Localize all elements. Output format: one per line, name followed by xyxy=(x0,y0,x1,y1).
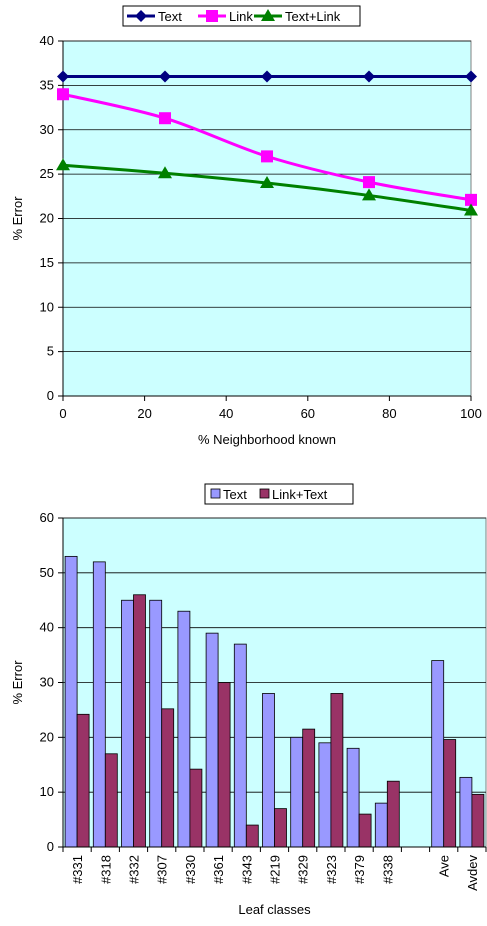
legend-label: Text xyxy=(158,9,182,24)
bar-link-text xyxy=(189,768,203,848)
y-tick-label: 20 xyxy=(40,729,54,744)
x-tick-label: 100 xyxy=(460,406,482,421)
y-tick-label: 5 xyxy=(47,344,54,359)
x-tick-label: 0 xyxy=(59,406,66,421)
x-tick-label: Ave xyxy=(437,855,452,877)
legend: Text Link Text+Link xyxy=(122,5,361,27)
x-tick-label: 40 xyxy=(219,406,233,421)
bar-link-text xyxy=(302,728,316,848)
x-tick-label: #330 xyxy=(183,855,198,884)
legend-swatch xyxy=(259,488,270,499)
data-point xyxy=(464,203,478,216)
data-point xyxy=(56,158,70,171)
legend-marker xyxy=(261,9,275,21)
bar-link-text xyxy=(104,753,118,848)
bar-link-text xyxy=(217,682,231,848)
bar-text xyxy=(121,599,134,848)
y-axis-label: % Error xyxy=(10,196,25,241)
y-tick-label: 60 xyxy=(40,510,54,525)
data-point xyxy=(159,70,171,83)
legend-marker xyxy=(206,10,218,22)
y-tick-label: 35 xyxy=(40,77,54,92)
bar-link-text xyxy=(358,813,372,848)
bar-text xyxy=(64,555,78,848)
bar-text xyxy=(177,610,191,848)
bar-link-text xyxy=(133,594,146,848)
y-tick-label: 20 xyxy=(40,211,54,226)
y-tick-label: 40 xyxy=(40,620,54,635)
legend-swatch xyxy=(210,488,221,499)
x-tick-label: #332 xyxy=(127,855,142,884)
x-tick-label: #329 xyxy=(296,855,311,884)
bar-chart: 0 10 20 30 40 50 60 #331 #318 #332 #307 #330 #361 #34… xyxy=(10,483,487,917)
x-tick-label: #338 xyxy=(380,855,395,884)
legend: Text Link+Text xyxy=(204,483,354,505)
bar-link-text xyxy=(330,693,344,848)
y-tick-label: 0 xyxy=(47,839,54,854)
x-tick-label: #323 xyxy=(324,855,339,884)
legend-label: Text xyxy=(223,487,247,502)
line-chart: 0 5 10 15 20 25 30 35 40 0 20 40 60 80 100 % Neighborho… xyxy=(10,5,482,447)
y-tick-label: 30 xyxy=(40,675,54,690)
bar-text xyxy=(205,632,219,848)
x-tick-label: #343 xyxy=(239,855,254,884)
data-point xyxy=(465,193,477,206)
bar-text xyxy=(374,802,388,848)
bar-text xyxy=(233,643,247,848)
data-point xyxy=(57,70,69,83)
legend-label: Link xyxy=(229,9,253,24)
data-point xyxy=(363,176,375,189)
y-tick-label: 0 xyxy=(47,388,54,403)
bar-text xyxy=(318,742,332,848)
data-point xyxy=(159,112,171,125)
bar-text xyxy=(431,660,445,848)
legend-box xyxy=(204,483,354,505)
bar-text xyxy=(92,561,106,848)
legend-marker xyxy=(135,10,147,22)
data-point xyxy=(261,70,273,83)
y-tick-label: 10 xyxy=(40,784,54,799)
legend-label: Text+Link xyxy=(285,9,341,24)
data-point xyxy=(261,150,273,163)
x-tick-label: 20 xyxy=(137,406,151,421)
y-axis-label: % Error xyxy=(10,660,25,705)
x-tick-label: 80 xyxy=(382,406,396,421)
bar-link-text xyxy=(76,713,90,848)
bar-text xyxy=(262,693,275,848)
data-point xyxy=(362,188,376,201)
x-tick-label: 60 xyxy=(301,406,315,421)
bar-text xyxy=(290,736,304,848)
x-axis-label: % Neighborhood known xyxy=(198,432,336,447)
y-tick-label: 40 xyxy=(40,33,54,48)
x-tick-label: #361 xyxy=(211,855,226,884)
data-point xyxy=(363,70,375,83)
legend-box xyxy=(122,5,361,27)
bar-link-text xyxy=(245,824,259,848)
y-tick-label: 25 xyxy=(40,166,54,181)
bar-link-text xyxy=(471,793,485,848)
y-tick-label: 10 xyxy=(40,299,54,314)
data-point xyxy=(465,70,477,83)
y-tick-label: 50 xyxy=(40,565,54,580)
legend-label: Link+Text xyxy=(272,487,328,502)
x-tick-label: #318 xyxy=(98,855,113,884)
bar-link-text xyxy=(386,780,400,848)
x-tick-label: #219 xyxy=(268,855,283,884)
bar-text xyxy=(346,747,360,848)
bar-text xyxy=(149,599,163,848)
bar-link-text xyxy=(161,708,175,848)
x-axis-label: Leaf classes xyxy=(238,902,311,917)
bar-text xyxy=(459,776,473,848)
data-point xyxy=(57,88,69,101)
x-tick-label: #379 xyxy=(352,855,367,884)
data-point xyxy=(158,166,172,179)
data-point xyxy=(260,176,274,188)
bar-link-text xyxy=(443,739,457,848)
x-tick-label: Avdev xyxy=(465,855,480,891)
x-tick-label: #331 xyxy=(70,855,85,884)
bar-link-text xyxy=(274,808,287,848)
x-tick-label: #307 xyxy=(155,855,170,884)
y-tick-label: 15 xyxy=(40,255,54,270)
y-tick-label: 30 xyxy=(40,122,54,137)
